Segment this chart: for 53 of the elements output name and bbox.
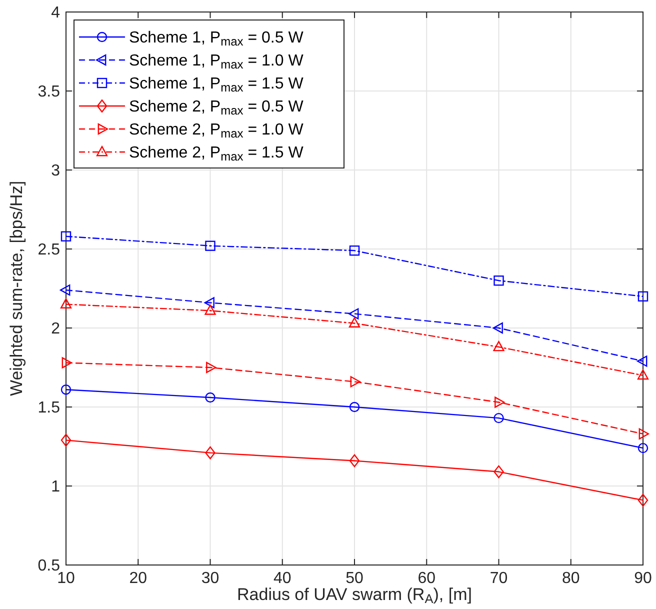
point [638, 291, 648, 302]
x-axis-title: Radius of UAV swarm (R$_{A}$), [m] [237, 585, 472, 606]
legend-label: Scheme 2, P$_{max}$ = 1.5 W [129, 144, 304, 164]
point [60, 384, 72, 395]
point [348, 308, 359, 320]
y-tick-label: 3 [51, 162, 60, 180]
y-tick-label: 4 [51, 4, 60, 22]
x-tick-label: 60 [418, 570, 436, 587]
point [349, 454, 360, 468]
y-axis-title: Weighted sum-rate, [bps/Hz] [7, 180, 26, 396]
y-tick-label: 3.5 [38, 84, 60, 100]
point [60, 284, 70, 296]
point [206, 362, 216, 374]
point [348, 317, 360, 328]
y-tick-label: 2 [51, 320, 60, 338]
point [494, 396, 505, 408]
point [494, 276, 504, 286]
point [637, 369, 649, 380]
point [205, 392, 216, 403]
x-tick-label: 40 [273, 570, 292, 587]
x-tick-label: 90 [634, 570, 652, 587]
point [492, 322, 503, 334]
y-tick-label: 1 [51, 478, 60, 496]
legend-label: Scheme 2, P$_{max}$ = 0.5 W [129, 98, 304, 118]
x-tick-label: 30 [201, 570, 220, 587]
point [205, 446, 216, 460]
x-tick-label: 20 [129, 570, 148, 587]
point [205, 240, 216, 251]
legend-label: Scheme 1, P$_{max}$ = 0.5 W [129, 30, 304, 48]
point [204, 297, 214, 308]
point [60, 434, 72, 447]
point [349, 402, 360, 412]
point [493, 340, 504, 352]
point [62, 357, 72, 368]
point [638, 442, 648, 454]
legend-label: Scheme 1, P$_{max}$ = 1.0 W [129, 52, 304, 72]
y-tick-label: 2.5 [38, 242, 60, 258]
x-tick-label: 70 [490, 570, 508, 587]
point [60, 298, 72, 308]
point [349, 245, 360, 256]
x-tick-label: 80 [562, 570, 580, 587]
point [204, 304, 216, 315]
y-tick-label: 1.5 [38, 400, 60, 416]
point [60, 231, 72, 242]
point [638, 494, 648, 507]
point [637, 356, 648, 367]
legend-label: Scheme 1, P$_{max}$ = 1.5 W [129, 76, 304, 94]
point [494, 465, 504, 478]
point [350, 376, 360, 388]
point [494, 412, 504, 424]
legend-label: Scheme 2, P$_{max}$ = 1.0 W [129, 122, 304, 140]
x-tick-label: 50 [346, 570, 364, 587]
point [638, 428, 649, 440]
